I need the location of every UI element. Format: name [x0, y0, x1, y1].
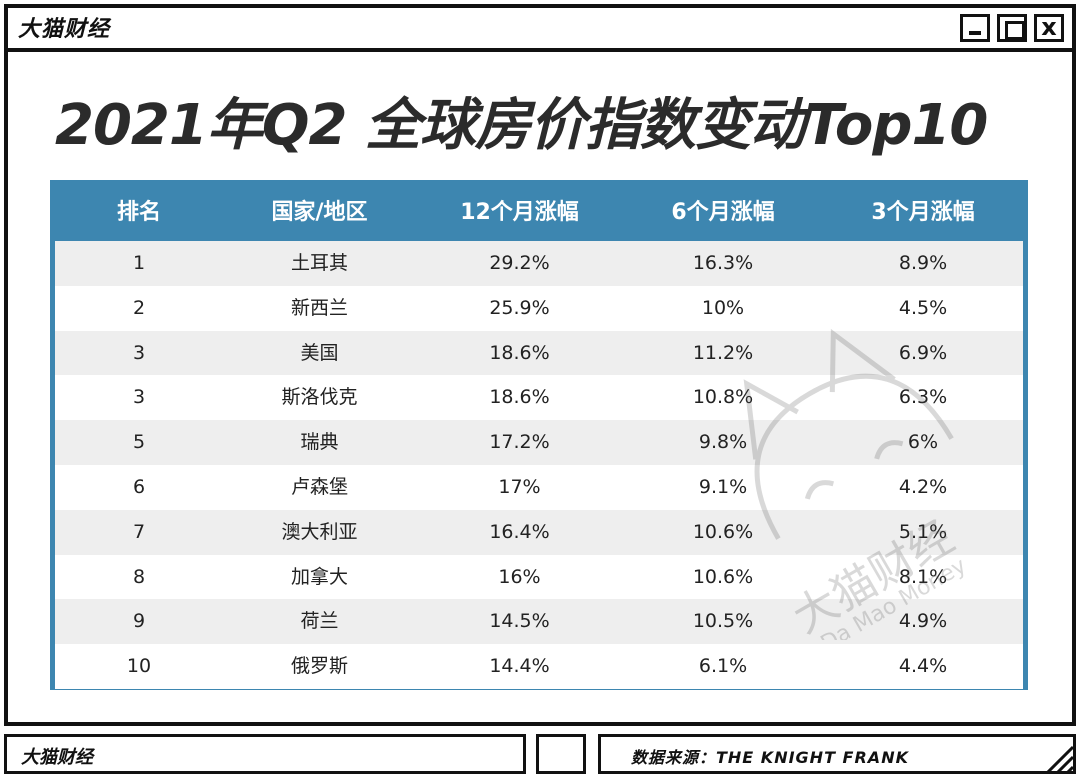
corner-stripes-icon: [1046, 745, 1073, 771]
cell-country: 澳大利亚: [281, 520, 358, 543]
cell-country: 美国: [300, 341, 339, 364]
cell-rank: 7: [132, 520, 146, 543]
column-header-rank: 排名: [116, 200, 161, 225]
cell-rank: 3: [132, 386, 146, 409]
table-row: 3 斯洛伐克 18.6% 10.8% 6.3%: [55, 375, 1023, 421]
cell-12m: 25.9%: [489, 296, 550, 319]
cell-rank: 9: [132, 610, 146, 633]
title-bar: [4, 4, 1076, 52]
cell-12m: 18.6%: [489, 341, 550, 364]
cell-rank: 6: [132, 476, 146, 498]
cell-rank: 10: [126, 655, 152, 678]
cell-3m: 6.9%: [898, 341, 948, 364]
cell-country: 土耳其: [290, 252, 348, 274]
table-header: 排名 国家/地区 12个月涨幅 6个月涨幅 3个月涨幅: [55, 185, 1023, 241]
table-row: 1 土耳其 29.2% 16.3% 8.9%: [55, 241, 1023, 286]
cell-3m: 5.1%: [898, 520, 948, 543]
column-header-6m: 6个月涨幅: [671, 200, 775, 225]
cell-3m: 4.2%: [898, 476, 948, 498]
cell-rank: 1: [132, 252, 146, 274]
cell-country: 俄罗斯: [290, 655, 348, 678]
cell-country: 荷兰: [300, 610, 339, 633]
maximize-button[interactable]: [997, 14, 1027, 42]
cell-rank: 2: [132, 296, 146, 319]
table-row: 3 美国 18.6% 11.2% 6.9%: [55, 330, 1023, 376]
cell-6m: 10.5%: [692, 610, 754, 633]
cell-3m: 4.4%: [898, 655, 948, 678]
close-icon: x: [1041, 13, 1057, 41]
data-table: 排名 国家/地区 12个月涨幅 6个月涨幅 3个月涨幅 1 土耳其 29.2% 16.…: [50, 180, 1028, 690]
maximize-icon: [1005, 21, 1025, 40]
cell-6m: 10.6%: [692, 520, 754, 543]
minimize-icon: [969, 31, 981, 35]
minimize-button[interactable]: [960, 14, 990, 42]
footer-brand-box: 大猫财经: [4, 734, 526, 774]
footer-spacer-box: [536, 734, 586, 774]
cell-6m: 9.8%: [698, 431, 748, 454]
cell-6m: 6.1%: [698, 655, 748, 678]
cell-country: 加拿大: [290, 565, 348, 588]
cell-6m: 16.3%: [692, 252, 754, 274]
table-row: 5 瑞典 17.2% 9.8% 6%: [55, 420, 1023, 465]
footer-brand: 大猫财经: [21, 747, 93, 768]
table-row: 7 澳大利亚 16.4% 10.6% 5.1%: [55, 509, 1023, 555]
table-row: 10 俄罗斯 14.4% 6.1% 4.4%: [55, 644, 1023, 689]
cell-3m: 6%: [907, 431, 939, 454]
cell-6m: 9.1%: [698, 476, 748, 498]
cell-12m: 18.6%: [489, 386, 550, 409]
cell-6m: 10.8%: [692, 386, 754, 409]
cell-12m: 16%: [498, 565, 541, 588]
column-header-country: 国家/地区: [271, 200, 368, 225]
page-title: 2021年Q2 全球房价指数变动Top10: [55, 93, 988, 158]
cell-rank: 8: [132, 565, 146, 588]
cell-country: 瑞典: [300, 431, 339, 454]
cell-3m: 4.5%: [898, 296, 948, 319]
column-header-12m: 12个月涨幅: [460, 200, 579, 225]
cell-rank: 3: [132, 341, 146, 364]
cell-6m: 10.6%: [692, 565, 754, 588]
cell-12m: 17.2%: [489, 431, 550, 454]
table-row: 8 加拿大 16% 10.6% 8.1%: [55, 554, 1023, 600]
cell-3m: 4.9%: [898, 610, 948, 633]
close-button[interactable]: x: [1034, 13, 1064, 42]
column-header-3m: 3个月涨幅: [871, 200, 975, 225]
data-source: 数据来源：THE KNIGHT FRANK: [631, 748, 909, 767]
cell-3m: 8.9%: [898, 252, 948, 274]
cell-rank: 5: [132, 431, 146, 454]
cell-6m: 11.2%: [692, 341, 754, 364]
table-row: 6 卢森堡 17% 9.1% 4.2%: [55, 465, 1023, 510]
cell-12m: 17%: [498, 476, 541, 498]
watermark-logo: 大猫财经 Da Mao Money: [700, 320, 1020, 657]
table-row: 9 荷兰 14.5% 10.5% 4.9%: [55, 599, 1023, 645]
cell-12m: 29.2%: [489, 252, 550, 274]
cell-12m: 14.5%: [489, 610, 550, 633]
cell-6m: 10%: [701, 296, 745, 319]
cell-12m: 16.4%: [489, 520, 550, 543]
cell-3m: 6.3%: [898, 386, 948, 409]
cell-country: 斯洛伐克: [281, 386, 358, 409]
table-row: 2 新西兰 25.9% 10% 4.5%: [55, 285, 1023, 331]
cat-logo-icon: 大猫财经 Da Mao Money: [743, 328, 971, 657]
cell-country: 卢森堡: [290, 476, 348, 498]
app-name: 大猫财经: [18, 17, 111, 42]
cell-3m: 8.1%: [898, 565, 948, 588]
footer-source-box: 数据来源：THE KNIGHT FRANK: [598, 734, 1076, 774]
cell-12m: 14.4%: [489, 655, 550, 678]
cell-country: 新西兰: [290, 296, 348, 319]
